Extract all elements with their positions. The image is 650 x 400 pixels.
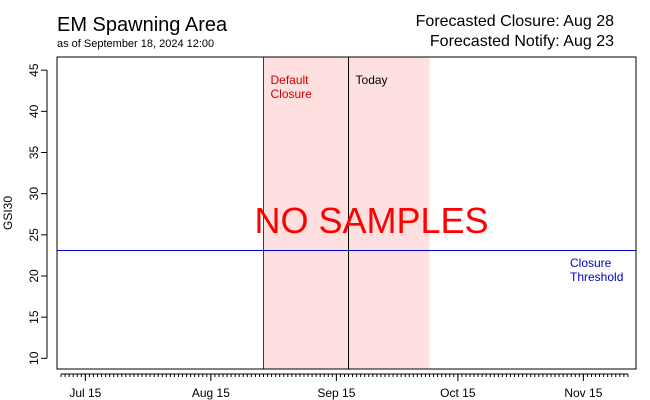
- y-tick-label: 15: [27, 310, 41, 324]
- y-tick-label: 10: [27, 351, 41, 365]
- x-tick-label: Sep 15: [317, 386, 355, 400]
- y-tick-label: 30: [27, 187, 41, 201]
- no-samples-annotation: NO SAMPLES: [254, 200, 488, 241]
- chart-subtitle: as of September 18, 2024 12:00: [57, 38, 215, 50]
- closure-threshold-label: Closure Threshold: [570, 256, 623, 284]
- y-axis-label: GSI30: [1, 196, 15, 230]
- y-tick-label: 40: [27, 104, 41, 118]
- x-tick-label: Aug 15: [192, 386, 230, 400]
- x-tick-label: Jul 15: [69, 386, 101, 400]
- today-label: Today: [356, 73, 388, 87]
- y-tick-label: 25: [27, 228, 41, 242]
- y-tick-label: 45: [27, 63, 41, 77]
- x-tick-label: Nov 15: [564, 386, 602, 400]
- plot-frame: [56, 56, 637, 370]
- x-tick-label: Oct 15: [440, 386, 476, 400]
- forecast-closure-label: Forecasted Closure: Aug 28: [415, 13, 614, 30]
- y-tick-label: 35: [27, 145, 41, 159]
- y-tick-label: 20: [27, 269, 41, 283]
- default-closure-label: Default Closure: [270, 73, 312, 101]
- closure-window-shade: [263, 57, 430, 369]
- chart-title: EM Spawning Area: [57, 14, 228, 36]
- forecast-notify-label: Forecasted Notify: Aug 23: [429, 33, 614, 50]
